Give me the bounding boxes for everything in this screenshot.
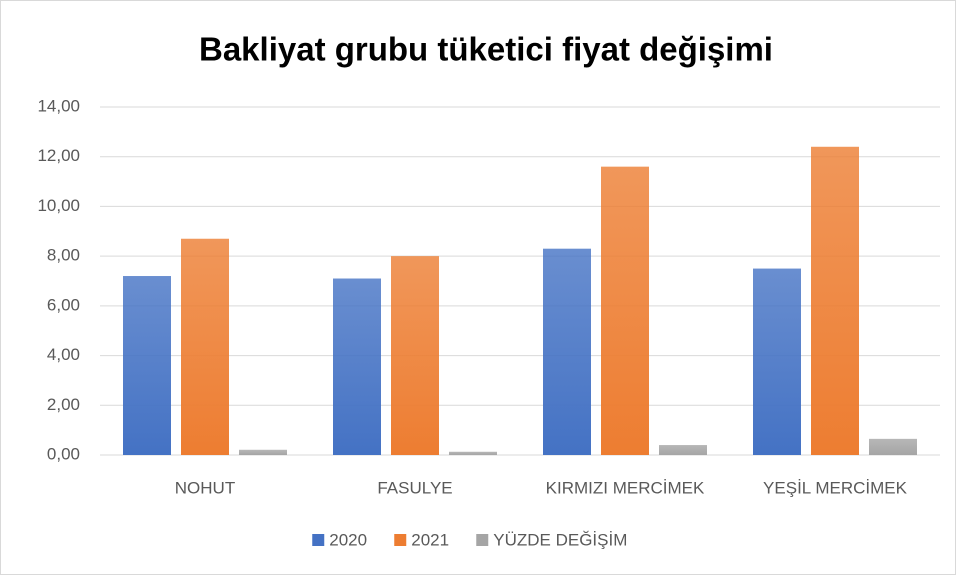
x-tick-label: YEŞİL MERCİMEK	[763, 478, 908, 497]
bar	[659, 445, 707, 455]
legend-swatch	[394, 534, 407, 546]
legend-label: 2020	[329, 530, 367, 549]
chart-title: Bakliyat grubu tüketici fiyat değişimi	[199, 31, 773, 68]
bar	[543, 248, 591, 455]
bar	[239, 449, 287, 455]
y-tick-label: 8,00	[47, 246, 80, 265]
bar	[391, 256, 439, 455]
legend-label: 2021	[411, 530, 449, 549]
bar	[811, 146, 859, 455]
x-tick-label: KIRMIZI MERCİMEK	[546, 478, 705, 497]
legend-label: YÜZDE DEĞİŞİM	[493, 530, 627, 549]
y-tick-label: 6,00	[47, 295, 80, 314]
y-tick-label: 14,00	[37, 96, 80, 115]
bar	[123, 276, 171, 455]
legend-swatch	[312, 534, 325, 546]
y-tick-label: 2,00	[47, 395, 80, 414]
bar	[753, 268, 801, 455]
x-tick-label: NOHUT	[175, 478, 235, 497]
bar	[333, 278, 381, 455]
y-tick-label: 0,00	[47, 444, 80, 463]
x-tick-label: FASULYE	[377, 478, 452, 497]
y-tick-label: 10,00	[37, 196, 80, 215]
legend-swatch	[476, 534, 489, 546]
bar	[181, 238, 229, 455]
bar	[601, 166, 649, 455]
y-tick-label: 12,00	[37, 146, 80, 165]
y-tick-label: 4,00	[47, 345, 80, 364]
bar	[449, 451, 497, 455]
bar	[869, 438, 917, 455]
